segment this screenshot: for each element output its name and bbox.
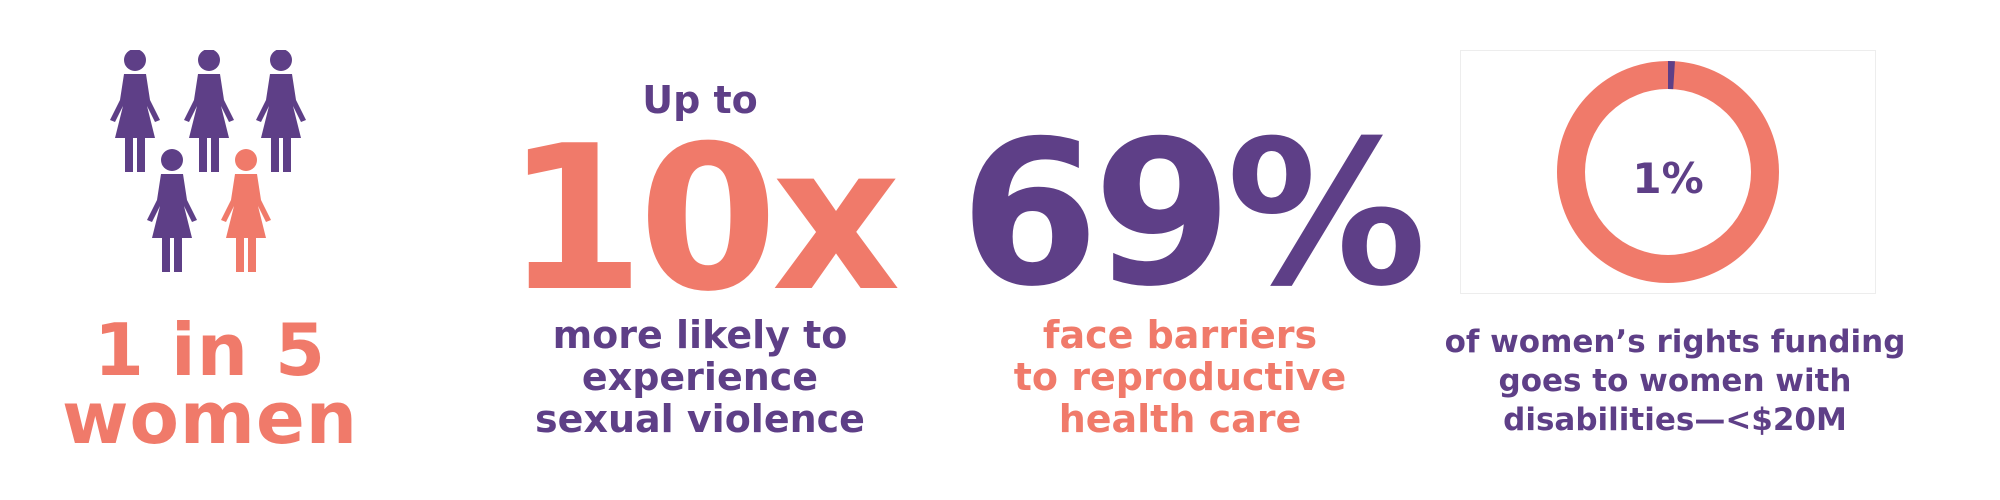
caption-line: to reproductive [1013, 355, 1347, 399]
donut-chart: 1% [1460, 50, 1876, 294]
stat-one-in-five-line2: women [61, 376, 359, 460]
woman-icon [256, 50, 306, 172]
stat-panel-one-in-five: 1 in 5 women [0, 0, 420, 500]
caption-line: experience [581, 355, 819, 399]
stat-panel-funding: 1% of women’s rights funding goes to wom… [1440, 0, 1920, 500]
stat-caption-funding: of women’s rights funding goes to women … [1440, 323, 1910, 440]
caption-line: of women’s rights funding [1444, 324, 1906, 360]
stat-one-in-five-line1: 1 in 5 [93, 308, 327, 392]
stat-panel-sixty-nine-percent: 69% face barriers to reproductive health… [960, 0, 1427, 500]
caption-line: more likely to [552, 313, 848, 357]
stat-value-ten-times: 10x [505, 103, 900, 336]
stat-caption-sexual-violence: more likely to experience sexual violenc… [490, 314, 910, 440]
caption-line: disabilities—<$20M [1503, 402, 1847, 438]
stat-prefix-up-to: Up to [642, 78, 758, 122]
caption-line: face barriers [1042, 313, 1318, 357]
woman-icon [184, 50, 234, 172]
woman-icon [110, 50, 160, 172]
stat-panel-ten-times: Up to 10x more likely to experience sexu… [490, 0, 910, 500]
caption-line: sexual violence [535, 397, 865, 441]
caption-line: goes to women with [1498, 363, 1852, 399]
woman-icon [147, 149, 197, 272]
stat-value-sixty-nine-percent: 69% [960, 98, 1427, 331]
caption-line: health care [1058, 397, 1302, 441]
donut-chart-svg [1557, 61, 1779, 283]
women-icons [110, 50, 306, 272]
stat-one-in-five-women: 1 in 5 women [60, 308, 360, 460]
donut-center-label: 1% [1632, 154, 1704, 203]
stat-caption-reproductive-health: face barriers to reproductive health car… [960, 314, 1400, 440]
woman-icon-highlight [221, 149, 271, 272]
